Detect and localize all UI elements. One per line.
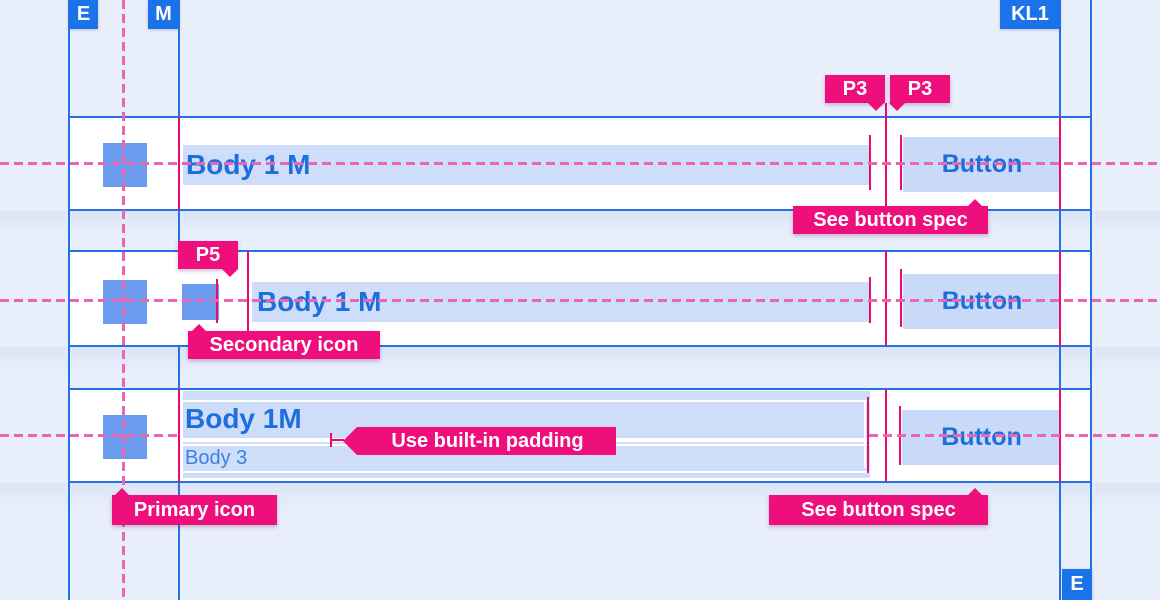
badge-label: See button spec: [801, 498, 956, 521]
badge-p3-left-pointer: [868, 103, 884, 111]
badge-see-button-spec-row3-pointer: [967, 488, 983, 496]
badge-use-built-in-padding: Use built-in padding: [343, 427, 616, 455]
badge-p5: P5: [178, 241, 238, 269]
badge-primary-icon: Primary icon: [112, 495, 277, 525]
body-line1-highlight: Body 1M: [183, 402, 870, 438]
keyline-badge-e-bottom: E: [1062, 569, 1092, 600]
padding-tick-vertical: [330, 433, 332, 447]
badge-label: P3: [907, 77, 933, 100]
padding-strip-bottom: [183, 473, 870, 478]
primary-icon-placeholder: [103, 415, 147, 459]
badge-p3-left: P3: [825, 75, 885, 103]
redline-text-end: [867, 397, 869, 473]
badge-secondary-icon-pointer: [191, 324, 207, 332]
badge-label: P3: [842, 77, 868, 100]
body-text: Body 1 M: [257, 286, 382, 317]
badge-label: M: [155, 3, 172, 25]
primary-icon-placeholder: [103, 280, 147, 324]
badge-label: P5: [195, 243, 221, 266]
row3-center-dashed-line-left: [0, 434, 181, 437]
redline-cell-divider: [885, 251, 887, 346]
icon-center-dashed-line: [122, 0, 125, 600]
row1-center-dashed-line: [0, 162, 1160, 165]
redline-kl1: [1059, 251, 1061, 346]
row-gap-band: [0, 347, 1160, 388]
badge-label: See button spec: [813, 208, 968, 231]
badge-label: Use built-in padding: [391, 429, 584, 452]
button-label: Button: [941, 423, 1022, 451]
secondary-icon-placeholder: [182, 284, 219, 320]
row2-center-dashed-line: [0, 299, 1160, 302]
badge-p5-pointer: [222, 269, 238, 277]
built-in-padding-inset-line: [864, 401, 866, 468]
two-line-text-block: Body 1M Body 3: [183, 391, 870, 478]
badge-label: Primary icon: [133, 498, 256, 521]
body-text-highlight: Body 1 M: [183, 145, 870, 185]
keyline-badge-m: M: [148, 0, 179, 29]
redline-button-left: [900, 269, 902, 327]
row3-center-dashed-line-right: [869, 434, 1160, 437]
primary-icon-placeholder: [103, 143, 147, 187]
redline-cell-divider: [885, 103, 887, 209]
badge-see-button-spec-row1-pointer: [967, 199, 983, 207]
button-placeholder[interactable]: Button: [902, 410, 1061, 465]
badge-secondary-icon: Secondary icon: [188, 331, 380, 359]
badge-p3-right: P3: [890, 75, 950, 103]
padding-tick-horizontal: [332, 439, 344, 441]
padding-strip-top: [183, 391, 870, 400]
body-line2-text: Body 3: [185, 447, 248, 469]
body-text: Body 1 M: [186, 149, 311, 180]
badge-see-button-spec-row1: See button spec: [793, 206, 988, 234]
badge-see-button-spec-row3: See button spec: [769, 495, 988, 525]
list-row-2: Body 1 M Button: [68, 250, 1092, 347]
badge-primary-icon-pointer: [114, 488, 130, 496]
badge-label: KL1: [1011, 3, 1049, 25]
badge-label: E: [76, 3, 91, 25]
badge-label: Secondary icon: [209, 333, 359, 356]
keyline-badge-e-top: E: [69, 0, 98, 29]
body-text-highlight: Body 1 M: [252, 282, 870, 322]
badge-p3-right-pointer: [889, 103, 905, 111]
keyline-badge-kl1: KL1: [1000, 0, 1060, 29]
badge-label: E: [1070, 573, 1084, 595]
redline-indented-text-keyline: [247, 251, 249, 331]
body-line1-text: Body 1M: [185, 403, 302, 434]
